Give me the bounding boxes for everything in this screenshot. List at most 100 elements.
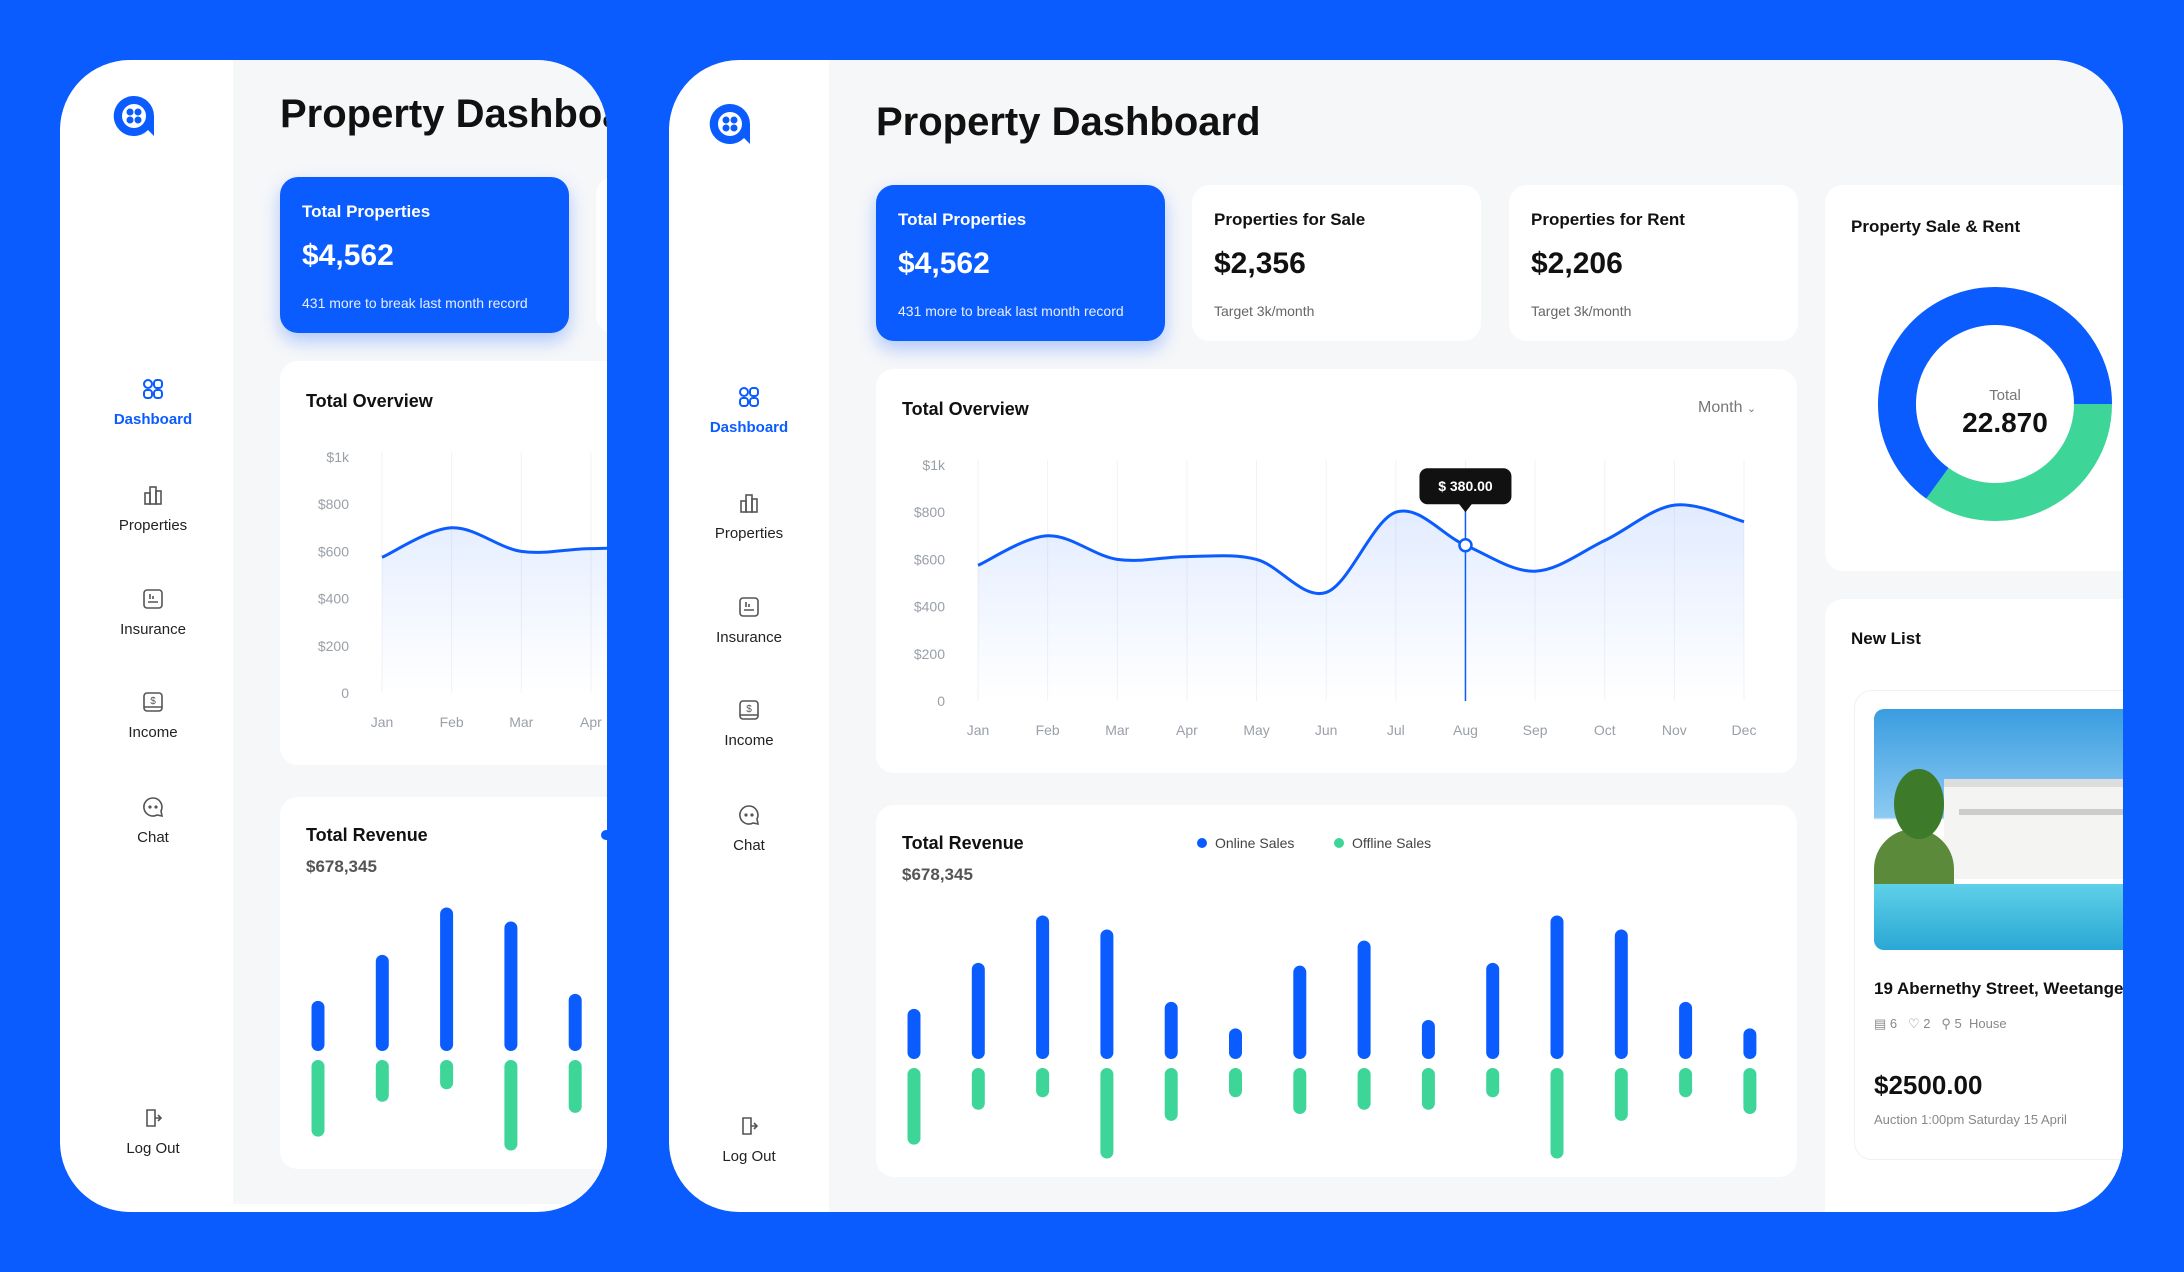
bar-offline — [1614, 1068, 1628, 1121]
sidebar-item-properties[interactable]: Properties — [73, 483, 233, 534]
document-icon — [739, 597, 759, 617]
sidebar-item-dashboard[interactable]: Dashboard — [669, 385, 829, 436]
bar-online — [1743, 1028, 1757, 1059]
revenue-title: Total Revenue — [902, 833, 1024, 853]
bar-online — [1679, 1001, 1693, 1059]
bar-offline — [907, 1068, 921, 1145]
bar-online — [1486, 962, 1500, 1059]
bar-offline — [1743, 1068, 1757, 1114]
sidebar-item-income[interactable]: $ Income — [73, 690, 233, 741]
dollar-icon: $ — [143, 692, 163, 712]
property-image[interactable] — [1874, 709, 2123, 950]
grid-icon — [143, 379, 163, 399]
sidebar-item-dashboard[interactable]: Dashboard — [73, 377, 233, 428]
logout-icon — [146, 1109, 163, 1127]
property-address: 19 Abernethy Street, Weetangera — [1874, 979, 2123, 998]
y-tick-label: $600 — [914, 551, 945, 567]
sidebar-item-label: Income — [724, 732, 774, 749]
car-icon: ⚲ — [1941, 1016, 1951, 1031]
y-tick-label: $200 — [914, 646, 945, 662]
card-value: $2,206 — [1531, 247, 1623, 280]
revenue-title: Total Revenue — [306, 825, 428, 845]
logo-icon[interactable] — [110, 92, 158, 140]
sidebar-item-income[interactable]: $ Income — [669, 698, 829, 749]
x-tick-label: Mar — [1105, 722, 1129, 738]
sidebar-item-properties[interactable]: Properties — [669, 491, 829, 542]
bar-offline — [1100, 1068, 1114, 1159]
bar-offline — [971, 1068, 985, 1110]
y-tick-label: $200 — [318, 638, 349, 654]
bar-online — [1357, 940, 1371, 1059]
sidebar-item-label: Dashboard — [709, 419, 789, 436]
bar-offline — [375, 1060, 389, 1102]
bar-online — [1100, 929, 1114, 1059]
bed-icon: ▤ — [1874, 1016, 1887, 1031]
card-label: Properties for Rent — [1531, 210, 1685, 229]
y-tick-label: $800 — [914, 504, 945, 520]
y-tick-label: $1k — [922, 457, 946, 473]
chat-icon — [143, 797, 164, 818]
card-label: Total Properties — [302, 202, 431, 221]
sidebar-item-label: Dashboard — [113, 411, 193, 428]
buildings-icon — [144, 486, 162, 505]
x-tick-label: Aug — [1453, 722, 1478, 738]
logout-button[interactable]: Log Out — [73, 1106, 233, 1157]
period-value: Month — [1698, 399, 1743, 416]
card-value: $4,562 — [302, 239, 394, 272]
x-tick-label: May — [1243, 722, 1269, 738]
series-line — [977, 503, 1745, 596]
bar-online — [504, 921, 518, 1051]
bar-online — [1293, 965, 1307, 1059]
properties-rent-card: Properties for Rent $2,206 Target 3k/mon… — [1509, 185, 1798, 341]
period-dropdown[interactable]: Month ⌄ — [1698, 399, 1756, 417]
card-subtext: 431 more to break last month record — [302, 295, 528, 311]
bar-online — [971, 962, 985, 1059]
sidebar-item-insurance[interactable]: Insurance — [73, 587, 233, 638]
y-tick-label: 0 — [937, 693, 945, 709]
preview-panel: Dashboard Properties Insurance $ Income … — [60, 60, 607, 1212]
logo-icon[interactable] — [706, 100, 754, 148]
property-price: $2500.00 — [1874, 1070, 1983, 1100]
svg-text:$: $ — [746, 704, 752, 715]
charts-layer: JanFebMarAprMayJunJulAugSepOctNovDec0$20… — [311, 449, 607, 1151]
bar-online — [907, 1008, 921, 1059]
overview-title: Total Overview — [306, 391, 433, 411]
property-features: ▤ 6 ♡ 2 ⚲ 5 House — [1874, 1016, 2007, 1031]
dashboard-panel: Dashboard Properties Insurance $ Income … — [669, 60, 2123, 1212]
bar-offline — [1036, 1068, 1050, 1098]
bar-offline — [1164, 1068, 1178, 1121]
y-tick-label: $400 — [914, 599, 945, 615]
bar-offline — [1229, 1068, 1242, 1098]
sidebar-item-label: Chat — [733, 837, 765, 854]
card-label: Properties for Sale — [1214, 210, 1366, 229]
donut-center-value: 22.870 — [1962, 407, 2048, 438]
dollar-icon: $ — [739, 700, 759, 720]
area-fill — [382, 527, 607, 693]
sidebar-item-chat[interactable]: Chat — [669, 803, 829, 854]
bar-offline — [1679, 1068, 1693, 1098]
buildings-icon — [740, 494, 758, 513]
bar-offline — [1421, 1068, 1435, 1110]
document-icon — [143, 589, 163, 609]
x-tick-label: Feb — [440, 714, 464, 730]
donut-title: Property Sale & Rent — [1851, 217, 2021, 236]
card-subtext: Target 3k/month — [1531, 303, 1632, 319]
sidebar-item-label: Properties — [118, 517, 188, 534]
bar-offline — [1293, 1068, 1307, 1114]
logout-button[interactable]: Log Out — [669, 1114, 829, 1165]
revenue-card: Total Revenue $678,345 Online Sales Offl… — [876, 805, 1797, 1177]
chat-icon — [739, 805, 760, 826]
page-title: Property Dashboard — [876, 100, 1261, 144]
bath-icon: ♡ — [1908, 1016, 1920, 1031]
bar-offline — [440, 1060, 454, 1090]
new-list-title: New List — [1851, 629, 1921, 648]
donut-slice-online — [1878, 287, 2112, 499]
sidebar-item-chat[interactable]: Chat — [73, 795, 233, 846]
bar-online — [1421, 1019, 1435, 1059]
x-tick-label: Feb — [1036, 722, 1060, 738]
chevron-down-icon: ⌄ — [1746, 403, 1757, 415]
sidebar-item-label: Income — [128, 724, 178, 741]
bar-online — [1550, 915, 1564, 1059]
sidebar-item-insurance[interactable]: Insurance — [669, 595, 829, 646]
